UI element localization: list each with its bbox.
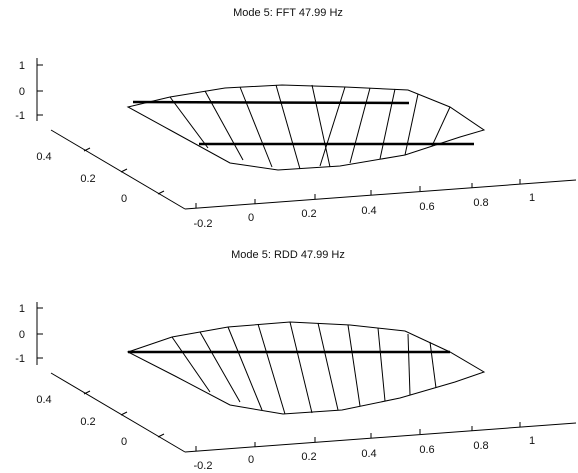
x-axis — [184, 179, 577, 210]
y-tick-labels: 0 0.2 0.4 — [36, 394, 127, 448]
wireframe-surface — [126, 321, 486, 415]
panel-fft: Mode 5: FFT 47.99 Hz 1 0 -1 — [15, 7, 577, 230]
x-tick-label: 1 — [529, 435, 535, 447]
chart-title: Mode 5: RDD 47.99 Hz — [231, 249, 345, 261]
panel-rdd: Mode 5: RDD 47.99 Hz 1 0 -1 — [15, 249, 577, 472]
x-tick-label: 0.4 — [361, 448, 376, 460]
axes — [36, 302, 577, 453]
x-tick-label: -0.2 — [194, 218, 213, 230]
surface-outline — [126, 321, 486, 415]
y-tick-label: 0.4 — [36, 394, 51, 406]
mode-line — [132, 100, 410, 105]
x-tick-label: 1 — [529, 192, 535, 204]
x-tick-label: 0 — [248, 454, 254, 466]
surface-outline — [126, 84, 486, 171]
x-tick-label: 0.8 — [473, 440, 488, 452]
tick-marks — [37, 307, 521, 451]
x-tick-label: 0.2 — [301, 451, 316, 463]
x-axis — [184, 422, 577, 453]
z-tick-label: -1 — [15, 110, 25, 122]
x-tick-label: 0.2 — [301, 208, 316, 220]
x-tick-label: 0.6 — [419, 444, 434, 456]
chart-title: Mode 5: FFT 47.99 Hz — [233, 7, 343, 19]
y-tick-label: 0.2 — [80, 416, 95, 428]
y-axis — [50, 372, 186, 453]
z-tick-label: 1 — [19, 303, 25, 315]
mode-lines — [132, 100, 474, 146]
x-tick-label: 0 — [248, 212, 254, 224]
x-tick-label: 0.8 — [473, 197, 488, 209]
z-tick-labels: 1 0 -1 — [15, 60, 25, 122]
z-tick-label: 1 — [19, 60, 25, 72]
axes — [36, 58, 577, 210]
x-tick-label: -0.2 — [194, 460, 213, 472]
x-tick-label: 0.6 — [419, 201, 434, 213]
x-tick-labels: -0.2 0 0.2 0.4 0.6 0.8 1 — [194, 435, 536, 472]
y-tick-labels: 0 0.2 0.4 — [36, 151, 127, 205]
x-tick-labels: -0.2 0 0.2 0.4 0.6 0.8 1 — [194, 192, 536, 230]
y-tick-label: 0 — [121, 193, 127, 205]
x-tick-label: 0.4 — [361, 205, 376, 217]
y-tick-label: 0 — [121, 436, 127, 448]
z-tick-labels: 1 0 -1 — [15, 303, 25, 365]
tick-marks — [37, 64, 521, 208]
y-tick-label: 0.4 — [36, 151, 51, 163]
wireframe-surface — [126, 84, 486, 171]
y-axis — [50, 129, 186, 210]
z-tick-label: -1 — [15, 353, 25, 365]
z-tick-label: 0 — [19, 86, 25, 98]
z-tick-label: 0 — [19, 329, 25, 341]
y-tick-label: 0.2 — [80, 173, 95, 185]
